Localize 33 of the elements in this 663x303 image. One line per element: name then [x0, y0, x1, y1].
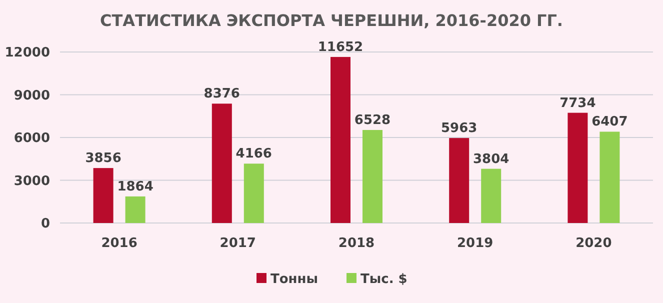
bar [125, 196, 146, 223]
data-label: 3856 [85, 151, 122, 166]
bar [93, 168, 114, 223]
y-tick-label: 12000 [4, 46, 50, 61]
y-tick-label: 3000 [14, 174, 50, 189]
bar [212, 104, 232, 223]
data-label: 7734 [560, 96, 596, 111]
y-tick-label: 9000 [14, 88, 50, 104]
legend-label: Тонны [270, 272, 318, 287]
data-label: 8376 [204, 86, 240, 102]
bar [600, 132, 620, 223]
y-tick-label: 6000 [14, 131, 50, 146]
y-tick-label: 0 [40, 216, 50, 232]
bar [244, 164, 264, 223]
x-tick-label: 2018 [338, 236, 375, 251]
x-tick-label: 2016 [101, 236, 138, 251]
x-tick-label: 2017 [220, 236, 256, 251]
bar [481, 168, 502, 223]
data-label: 6528 [354, 112, 391, 128]
data-label: 6407 [592, 114, 628, 130]
x-tick-label: 2020 [576, 236, 612, 251]
legend-label: Тыс. $ [360, 272, 408, 287]
x-tick-label: 2019 [457, 236, 494, 251]
data-label: 11652 [318, 40, 364, 55]
data-label: 5963 [441, 121, 478, 136]
bar [449, 138, 470, 223]
chart-title: СТАТИСТИКА ЭКСПОРТА ЧЕРЕШНИ, 2016-2020 ГГ. [100, 11, 564, 30]
bar [330, 56, 350, 223]
data-label: 1864 [117, 179, 154, 194]
bar [362, 130, 382, 223]
data-label: 3804 [473, 152, 510, 167]
bar [568, 112, 588, 223]
data-label: 4166 [236, 146, 272, 162]
